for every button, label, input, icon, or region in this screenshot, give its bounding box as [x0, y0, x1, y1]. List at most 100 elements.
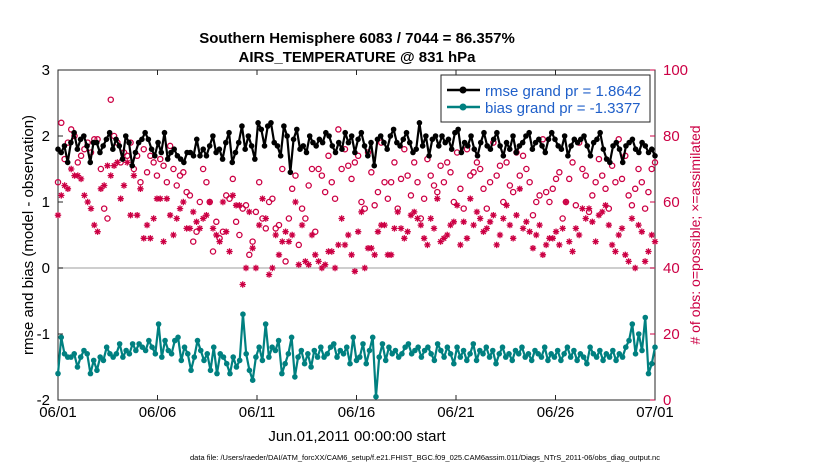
obs-possible-point — [239, 205, 246, 212]
x-axis-ticks: 06/01 06/06 06/11 06/16 06/21 06/26 07/01 — [39, 70, 674, 421]
obs-assimilated-point — [420, 235, 428, 242]
obs-possible-point — [104, 215, 111, 222]
rmse-point — [607, 159, 613, 166]
obs-assimilated-point — [312, 251, 319, 258]
obs-possible-point — [325, 152, 332, 160]
y-right-tick-label: 0 — [663, 392, 671, 409]
obs-assimilated-point — [338, 215, 345, 222]
bias-point — [610, 347, 616, 354]
obs-possible-point — [173, 182, 180, 189]
y-right-tick-label: 80 — [663, 128, 680, 145]
rmse-point — [565, 153, 571, 159]
obs-possible-point — [279, 165, 286, 173]
rmse-point — [558, 146, 565, 152]
rmse-point — [613, 139, 620, 146]
obs-assimilated-point — [635, 221, 642, 229]
obs-possible-point — [351, 159, 359, 166]
obs-assimilated-point — [572, 225, 580, 232]
rmse-point — [113, 136, 119, 143]
bias-point — [236, 357, 243, 364]
bias-point — [464, 357, 470, 364]
obs-assimilated-point — [536, 221, 543, 229]
obs-possible-point — [556, 169, 563, 176]
obs-possible-point — [612, 178, 619, 186]
obs-assimilated-point — [407, 212, 415, 219]
obs-assimilated-point — [453, 202, 461, 209]
rmse-point — [445, 136, 452, 143]
bias-point — [632, 351, 639, 357]
obs-possible-point — [496, 162, 504, 169]
obs-assimilated-point — [467, 195, 474, 202]
rmse-point — [132, 149, 139, 156]
legend-box — [440, 74, 651, 123]
bias-point — [551, 354, 558, 360]
rmse-point — [542, 149, 549, 156]
bias-point — [493, 360, 499, 367]
legend-rmse-marker — [459, 86, 467, 94]
obs-possible-point — [213, 218, 220, 226]
rmse-point — [642, 143, 649, 149]
obs-assimilated-point — [341, 241, 349, 249]
rmse-point — [252, 156, 258, 162]
bias-point — [360, 341, 366, 347]
rmse-point — [416, 120, 423, 126]
bias-point — [483, 344, 490, 351]
obs-assimilated-point — [163, 195, 171, 202]
obs-possible-point — [338, 165, 345, 173]
obs-possible-point — [298, 205, 306, 212]
rmse-point — [161, 129, 168, 136]
obs-possible-point — [107, 96, 115, 103]
data-file-footnote: data file: /Users/raeder/DAI/ATM_forcXX/… — [190, 453, 660, 462]
rmse-point — [468, 133, 474, 139]
obs-assimilated-point — [147, 235, 154, 242]
obs-possible-point — [328, 178, 336, 186]
rmse-point — [294, 126, 300, 133]
obs-assimilated-point — [641, 258, 649, 265]
rmse-point — [352, 149, 358, 156]
obs-assimilated-point — [219, 198, 227, 206]
obs-possible-point — [460, 205, 467, 212]
obs-possible-point — [183, 188, 190, 196]
obs-possible-point — [645, 188, 652, 196]
obs-assimilated-point — [252, 264, 260, 272]
rmse-point — [594, 136, 600, 143]
obs-assimilated-point — [608, 241, 616, 249]
obs-possible-point — [255, 178, 263, 186]
obs-assimilated-point — [173, 215, 180, 222]
obs-assimilated-point — [526, 228, 533, 235]
obs-possible-point — [427, 172, 434, 179]
bias-point — [146, 337, 152, 344]
bias-point — [600, 357, 606, 364]
obs-assimilated-point — [331, 264, 339, 272]
obs-assimilated-point — [546, 235, 553, 242]
obs-assimilated-point — [628, 215, 636, 222]
obs-assimilated-point — [595, 212, 603, 219]
rmse-point — [245, 133, 252, 139]
bias-point — [356, 354, 363, 360]
obs-assimilated-point — [130, 172, 138, 179]
rmse-point — [326, 133, 332, 139]
obs-possible-point — [67, 126, 75, 133]
bias-point — [454, 344, 460, 351]
obs-possible-point — [348, 175, 355, 183]
bias-point — [318, 344, 324, 351]
rmse-point — [303, 149, 310, 156]
obs-assimilated-point — [384, 251, 392, 258]
chart-title-line1: Southern Hemisphere 6083 / 7044 = 86.357… — [199, 30, 515, 47]
rmse-point — [503, 139, 510, 146]
rmse-point — [284, 133, 290, 139]
bias-point — [506, 351, 512, 357]
legend: rmse grand pr = 1.8642 bias grand pr = -… — [440, 74, 651, 123]
obs-possible-point — [651, 159, 659, 166]
rmse-point — [232, 149, 239, 156]
obs-possible-point — [242, 202, 250, 209]
obs-possible-point — [625, 192, 632, 199]
rmse-point — [419, 143, 426, 149]
obs-possible-point — [371, 202, 378, 209]
obs-possible-point — [100, 205, 108, 212]
bias-point — [188, 367, 194, 374]
obs-possible-point — [186, 192, 194, 199]
rmse-point — [426, 153, 432, 159]
y-axis-right-ticks: 0 20 40 60 80 100 — [650, 62, 688, 409]
y-left-tick-label: 0 — [42, 260, 50, 277]
